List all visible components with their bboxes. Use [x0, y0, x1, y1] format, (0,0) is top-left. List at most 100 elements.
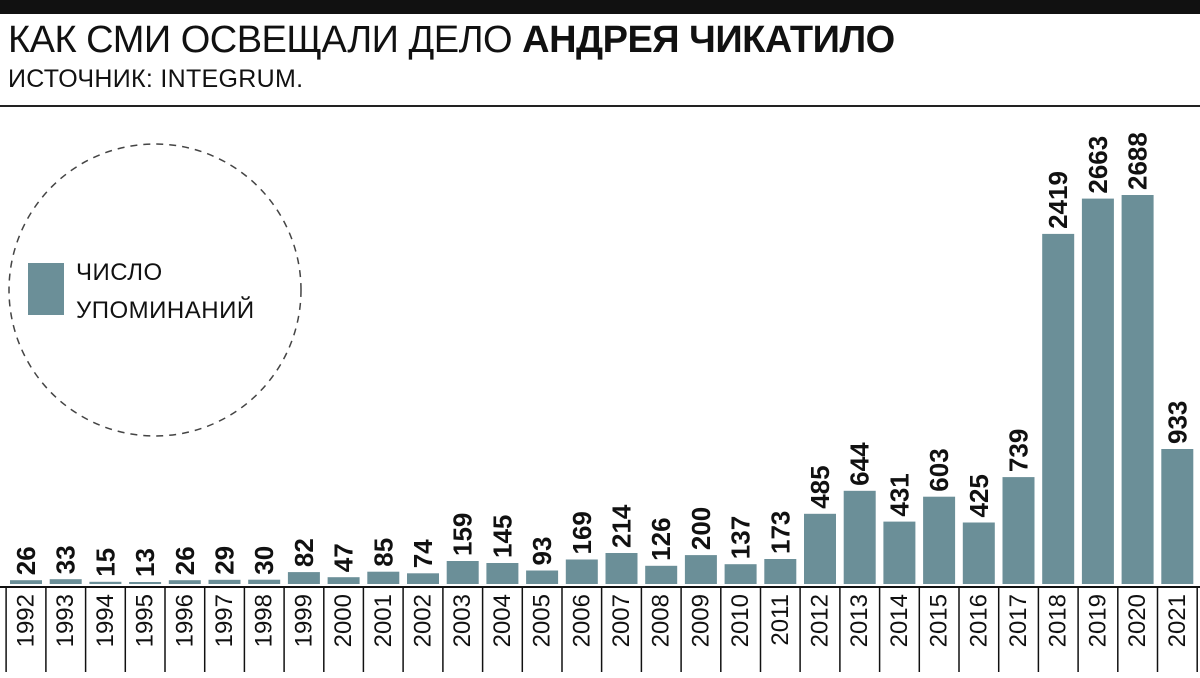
bar-2018: [1042, 233, 1075, 584]
bar-2009: [684, 555, 717, 584]
value-label-2007: 214: [607, 504, 637, 548]
year-label-2006: 2006: [568, 594, 595, 647]
value-label-2001: 85: [368, 538, 398, 567]
value-label-2017: 739: [1004, 429, 1034, 472]
value-label-2015: 603: [924, 448, 954, 491]
year-label-2016: 2016: [965, 594, 992, 647]
year-label-2019: 2019: [1084, 594, 1111, 647]
year-label-1992: 1992: [13, 594, 40, 647]
year-label-2002: 2002: [410, 594, 437, 647]
bar-2013: [843, 490, 876, 584]
year-label-2011: 2011: [767, 594, 794, 646]
value-label-1999: 82: [289, 538, 319, 567]
year-label-1996: 1996: [171, 594, 198, 647]
year-label-2008: 2008: [648, 594, 675, 647]
value-label-2010: 137: [726, 516, 756, 559]
bar-1995: [129, 582, 162, 584]
value-label-2012: 485: [805, 465, 835, 508]
bar-2016: [962, 522, 995, 584]
bar-1999: [287, 572, 320, 584]
bar-2017: [1002, 477, 1035, 584]
value-label-2018: 2419: [1043, 171, 1073, 229]
year-label-1993: 1993: [52, 594, 79, 647]
year-label-2018: 2018: [1045, 594, 1072, 647]
bar-1996: [168, 580, 201, 584]
value-label-2014: 431: [884, 473, 914, 516]
year-label-1998: 1998: [251, 594, 278, 647]
value-label-2021: 933: [1162, 401, 1192, 444]
value-label-2006: 169: [567, 511, 597, 554]
bar-1994: [89, 581, 122, 584]
bar-2000: [327, 577, 360, 584]
year-label-2017: 2017: [1005, 594, 1032, 647]
bar-2011: [764, 559, 797, 584]
value-label-1992: 26: [11, 546, 41, 575]
year-label-1999: 1999: [290, 594, 317, 647]
year-label-1994: 1994: [92, 594, 119, 647]
bar-1998: [248, 579, 281, 584]
legend-label-line-1: ЧИСЛО: [76, 259, 163, 286]
value-label-2016: 425: [964, 474, 994, 517]
value-label-2020: 2688: [1123, 132, 1153, 190]
year-label-2003: 2003: [449, 594, 476, 647]
bar-2003: [446, 561, 479, 584]
value-label-2000: 47: [329, 543, 359, 572]
year-label-2005: 2005: [529, 594, 556, 647]
bar-1993: [49, 579, 82, 584]
value-label-1998: 30: [249, 546, 279, 575]
legend-dashed-circle: [8, 143, 302, 437]
value-label-2008: 126: [646, 517, 676, 560]
year-label-2021: 2021: [1164, 594, 1191, 647]
year-label-2000: 2000: [330, 594, 357, 647]
bar-2019: [1081, 198, 1114, 584]
bar-2007: [605, 553, 638, 584]
value-label-2003: 159: [448, 513, 478, 556]
value-label-1995: 13: [130, 548, 160, 577]
year-label-2013: 2013: [846, 594, 873, 647]
value-label-2005: 93: [527, 537, 557, 566]
bar-2001: [367, 571, 400, 584]
title-regular: КАК СМИ ОСВЕЩАЛИ ДЕЛО: [8, 19, 523, 61]
top-rule: [0, 0, 1200, 14]
value-label-1994: 15: [90, 548, 120, 577]
value-label-2013: 644: [845, 442, 875, 486]
bar-2004: [486, 563, 519, 584]
header-divider: [0, 105, 1200, 107]
bar-2002: [407, 573, 439, 584]
chart-legend: ЧИСЛО УПОМИНАНИЙ: [8, 143, 302, 437]
bar-1992: [10, 580, 42, 584]
bar-1997: [208, 579, 241, 584]
value-label-1997: 29: [210, 546, 240, 575]
value-label-2011: 173: [765, 511, 795, 554]
value-label-1993: 33: [51, 545, 81, 574]
year-label-2001: 2001: [370, 594, 397, 647]
value-label-2009: 200: [686, 507, 716, 550]
value-label-1996: 26: [170, 546, 200, 575]
bars-group: 26 33 15 13 26 29 30 82 47 85 74 159 145 93 169 214 126 2…: [10, 132, 1194, 584]
year-label-2004: 2004: [489, 594, 516, 647]
bar-2021: [1161, 449, 1194, 584]
bar-2006: [565, 559, 598, 584]
source-subtitle: ИСТОЧНИК: INTEGRUM.: [8, 65, 304, 93]
year-label-2012: 2012: [807, 594, 834, 647]
title-bold: АНДРЕЯ ЧИКАТИЛО: [522, 19, 895, 61]
value-label-2004: 145: [487, 515, 517, 558]
bar-2020: [1121, 195, 1154, 584]
year-label-2007: 2007: [608, 594, 635, 647]
year-label-2009: 2009: [687, 594, 714, 647]
value-label-2019: 2663: [1083, 136, 1113, 194]
legend-swatch: [28, 263, 64, 315]
value-label-2002: 74: [408, 539, 438, 568]
bar-2015: [923, 496, 956, 584]
bar-2012: [804, 513, 836, 584]
year-label-1995: 1995: [132, 594, 159, 647]
year-label-2014: 2014: [886, 594, 913, 647]
page-title: КАК СМИ ОСВЕЩАЛИ ДЕЛО АНДРЕЯ ЧИКАТИЛО: [8, 18, 895, 62]
x-axis: 1992 1993 1994 1995 1996 1997 1998 1999 2000 2001…: [0, 586, 1200, 672]
legend-label-line-2: УПОМИНАНИЙ: [76, 296, 255, 324]
bar-2008: [645, 565, 678, 584]
bar-2005: [526, 570, 559, 584]
year-label-2015: 2015: [926, 594, 953, 647]
year-label-1997: 1997: [211, 594, 238, 647]
